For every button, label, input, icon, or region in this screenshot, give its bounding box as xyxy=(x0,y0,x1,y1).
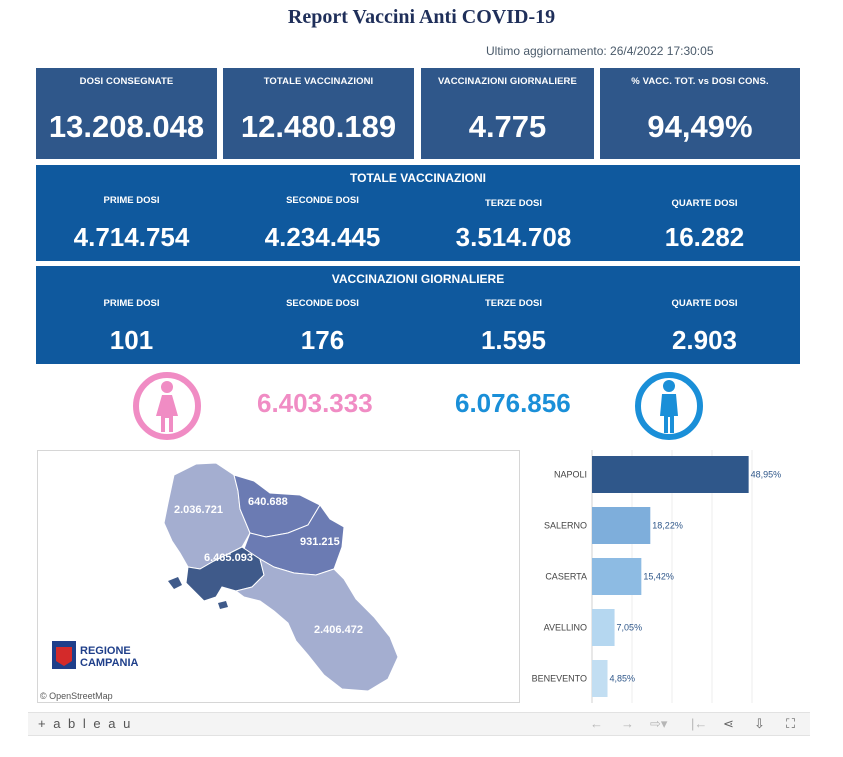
value-label: 48,95% xyxy=(751,470,782,480)
stat-label: PRIME DOSI xyxy=(103,298,160,309)
male-person-icon xyxy=(635,372,703,440)
stat-label: SECONDE DOSI xyxy=(286,195,359,206)
map-label-benevento: 640.688 xyxy=(248,496,288,508)
svg-text:CAMPANIA: CAMPANIA xyxy=(80,657,139,669)
fullscreen-icon[interactable]: ⛶ xyxy=(786,716,796,731)
stat-quarte-dosi: QUARTE DOSI 2.903 xyxy=(609,298,800,356)
stat-seconde-dosi: SECONDE DOSI 176 xyxy=(227,298,418,356)
value-label: 18,22% xyxy=(652,521,683,531)
province-bar-chart[interactable]: NAPOLI 48,95% SALERNO 18,22% CASERTA 15,42% AV… xyxy=(522,450,810,703)
stat-label: SECONDE DOSI xyxy=(286,298,359,309)
kpi-label: % VACC. TOT. vs DOSI CONS. xyxy=(631,76,769,87)
kpi-label: TOTALE VACCINAZIONI xyxy=(263,76,374,87)
stat-label: TERZE DOSI xyxy=(484,298,542,309)
kpi-dosi-consegnate: DOSI CONSEGNATE 13.208.048 xyxy=(36,68,217,159)
svg-text:REGIONE: REGIONE xyxy=(80,645,131,657)
stat-label: QUARTE DOSI xyxy=(671,298,738,309)
tableau-brand[interactable]: + a b l e a u xyxy=(38,716,133,731)
stat-value: 2.903 xyxy=(671,325,738,355)
value-label: 7,05% xyxy=(617,623,643,633)
kpi-vaccinazioni-giornaliere: VACCINAZIONI GIORNALIERE 4.775 xyxy=(421,68,594,159)
female-person-icon xyxy=(133,372,201,440)
stat-value: 176 xyxy=(300,325,345,355)
panel-title: TOTALE VACCINAZIONI xyxy=(350,171,486,185)
pause-icon[interactable]: |← xyxy=(691,716,708,731)
island-ischia xyxy=(168,577,182,589)
totale-vaccinazioni-panel: TOTALE VACCINAZIONI PRIME DOSI 4.714.754… xyxy=(36,165,800,261)
bar-avellino[interactable] xyxy=(592,609,615,646)
kpi-percent-vacc: % VACC. TOT. vs DOSI CONS. 94,49% xyxy=(600,68,800,159)
stat-label: QUARTE DOSI xyxy=(671,198,738,209)
category-label: CASERTA xyxy=(545,572,587,582)
category-label: BENEVENTO xyxy=(532,674,587,684)
regione-campania-logo: REGIONE CAMPANIA xyxy=(52,641,139,669)
kpi-value: 13.208.048 xyxy=(48,109,205,144)
panel-title: VACCINAZIONI GIORNALIERE xyxy=(331,272,505,286)
male-vaccinations-value: 6.076.856 xyxy=(455,388,571,418)
kpi-label: VACCINAZIONI GIORNALIERE xyxy=(438,76,577,87)
stat-value: 1.595 xyxy=(480,325,547,355)
category-label: SALERNO xyxy=(544,521,587,531)
map-label-avellino: 931.215 xyxy=(300,536,340,548)
bar-benevento[interactable] xyxy=(592,660,608,697)
map-attribution: © OpenStreetMap xyxy=(40,691,113,701)
category-label: AVELLINO xyxy=(544,623,587,633)
map-label-salerno: 2.406.472 xyxy=(314,624,363,636)
female-vaccinations-value: 6.403.333 xyxy=(257,388,373,418)
revert-icon[interactable]: ⇨▾ xyxy=(650,716,668,731)
stat-terze-dosi: TERZE DOSI 3.514.708 xyxy=(418,198,609,253)
tableau-toolbar: + a b l e a u ← → ⇨▾ |← ⋖ ⇩ ⛶ xyxy=(28,712,810,736)
stat-value: 3.514.708 xyxy=(455,222,572,252)
stat-value: 16.282 xyxy=(664,222,745,252)
last-update-text: Ultimo aggiornamento: 26/4/2022 17:30:05 xyxy=(486,44,714,58)
value-label: 15,42% xyxy=(643,572,674,582)
value-label: 4,85% xyxy=(610,674,636,684)
share-icon[interactable]: ⋖ xyxy=(723,716,734,731)
stat-value: 101 xyxy=(109,325,154,355)
stat-label: TERZE DOSI xyxy=(484,198,542,209)
province-salerno[interactable] xyxy=(234,557,399,692)
bar-napoli[interactable] xyxy=(592,456,749,493)
kpi-value: 4.775 xyxy=(468,109,547,144)
stat-seconde-dosi: SECONDE DOSI 4.234.445 xyxy=(227,195,418,253)
download-icon[interactable]: ⇩ xyxy=(754,716,765,731)
stat-terze-dosi: TERZE DOSI 1.595 xyxy=(418,298,609,356)
stat-prime-dosi: PRIME DOSI 101 xyxy=(36,298,227,356)
map-label-caserta: 2.036.721 xyxy=(174,504,223,516)
redo-icon[interactable]: → xyxy=(621,716,634,731)
island-capri xyxy=(218,601,228,609)
stat-label: PRIME DOSI xyxy=(103,195,160,206)
kpi-value: 94,49% xyxy=(647,109,753,144)
stat-quarte-dosi: QUARTE DOSI 16.282 xyxy=(609,198,800,253)
category-label: NAPOLI xyxy=(554,470,587,480)
stat-value: 4.234.445 xyxy=(264,222,381,252)
bar-salerno[interactable] xyxy=(592,507,651,544)
kpi-totale-vaccinazioni: TOTALE VACCINAZIONI 12.480.189 xyxy=(223,68,414,159)
undo-icon[interactable]: ← xyxy=(590,716,603,731)
campania-map[interactable]: 2.036.721 640.688 931.215 6.465.093 2.40… xyxy=(37,450,520,703)
page-title: Report Vaccini Anti COVID-19 xyxy=(287,6,556,28)
kpi-label: DOSI CONSEGNATE xyxy=(79,76,174,87)
stat-prime-dosi: PRIME DOSI 4.714.754 xyxy=(36,195,227,253)
vaccinazioni-giornaliere-panel: VACCINAZIONI GIORNALIERE PRIME DOSI 101 … xyxy=(36,266,800,364)
kpi-value: 12.480.189 xyxy=(240,109,397,144)
map-label-napoli: 6.465.093 xyxy=(204,552,253,564)
stat-value: 4.714.754 xyxy=(73,222,190,252)
bar-caserta[interactable] xyxy=(592,558,642,595)
